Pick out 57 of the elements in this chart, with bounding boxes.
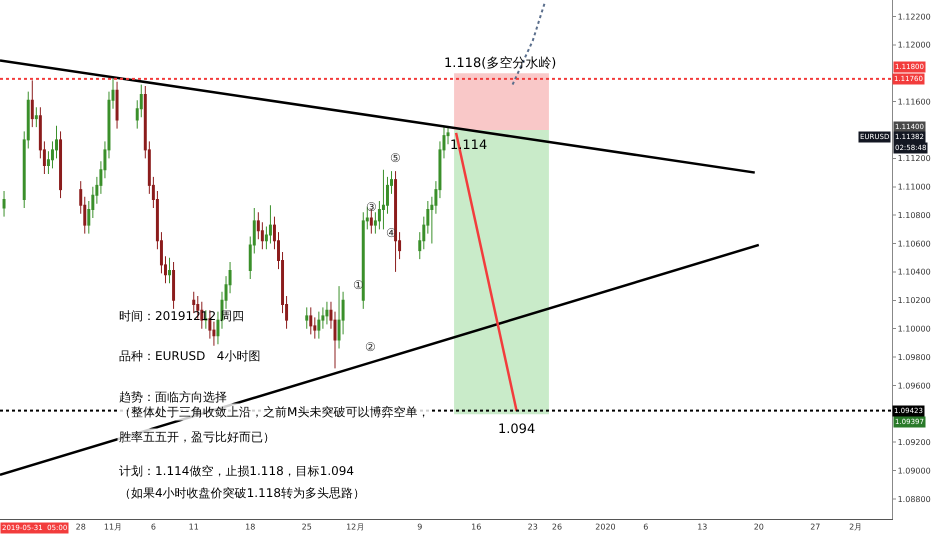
annotation: 1.094 [498, 422, 536, 437]
annotation: 胜率五五开，盈亏比好而已） [119, 430, 275, 444]
candlestick [34, 106, 38, 128]
annotation: 1.118(多空分水岭) [444, 56, 556, 71]
x-tick-label: 6 [150, 522, 156, 532]
candlestick [2, 190, 6, 218]
x-tick-label: 25 [302, 522, 312, 532]
candlestick [305, 306, 308, 330]
y-tick-label: 1.12000 [898, 40, 931, 50]
x-tick-label: 9 [417, 522, 422, 532]
candlestick [382, 169, 385, 230]
y-tick-label: 1.09200 [898, 438, 931, 448]
y-tick-label: 1.10400 [898, 268, 931, 277]
candlestick [59, 130, 62, 199]
y-tick-label: 1.11200 [898, 154, 931, 164]
y-tick-label: 1.10600 [898, 239, 931, 248]
x-tick-label: 2020 [595, 522, 616, 532]
x-tick-label: 23 [528, 522, 538, 532]
y-tick-label: 1.09000 [898, 466, 931, 476]
y-tick-label: 1.10200 [898, 296, 931, 306]
candlestick [317, 311, 320, 340]
candlestick [116, 81, 119, 130]
x-tick-label: 13 [697, 522, 708, 532]
x-tick-label: 11 [188, 522, 199, 532]
y-tick-label: 1.11000 [898, 182, 931, 192]
x-tick-label: 26 [552, 522, 562, 532]
annotation: （如果4小时收盘价突破1.118转为多头思路） [119, 486, 365, 500]
annotation: ⑤ [390, 151, 401, 165]
x-tick-label: 20 [754, 522, 764, 532]
y-tick-label: 1.09600 [898, 381, 931, 390]
x-tick-label: 28 [76, 522, 86, 532]
candlestick [338, 286, 341, 350]
y-tick-label: 1.12200 [898, 12, 931, 22]
x-tick-label: 6 [643, 522, 648, 532]
annotation: 趋势：面临方向选择 [119, 390, 227, 404]
candlestick [309, 306, 312, 335]
x-tick-label: 16 [471, 522, 482, 532]
candlestick [172, 261, 176, 310]
candlestick [168, 257, 172, 284]
annotation: 计划：1.114做空，止损1.118，目标1.094 [119, 464, 354, 478]
annotation: （整体处于三角收敛上沿，之前M头未突破可以博弈空单， [119, 405, 430, 419]
y-tick-label: 1.10000 [898, 324, 931, 334]
x-tick-label: 2月 [849, 522, 862, 532]
annotation: ② [365, 340, 376, 354]
candlestick [394, 170, 398, 272]
y-tick-label: 1.11600 [898, 97, 931, 106]
annotation: ③ [366, 200, 377, 214]
y-tick-label: 1.10800 [898, 210, 931, 220]
x-tick-label: 11月 [104, 522, 122, 532]
candlestick [325, 301, 328, 325]
y-tick-label: 1.08800 [898, 494, 931, 504]
y-tick-label: 1.09800 [898, 352, 931, 362]
x-tick-label: 27 [810, 522, 820, 532]
x-tick-label: 12月 [346, 522, 364, 532]
annotation: 品种：EURUSD 4小时图 [119, 349, 260, 363]
x-tick-label: 18 [245, 522, 256, 532]
candlestick [30, 80, 34, 128]
